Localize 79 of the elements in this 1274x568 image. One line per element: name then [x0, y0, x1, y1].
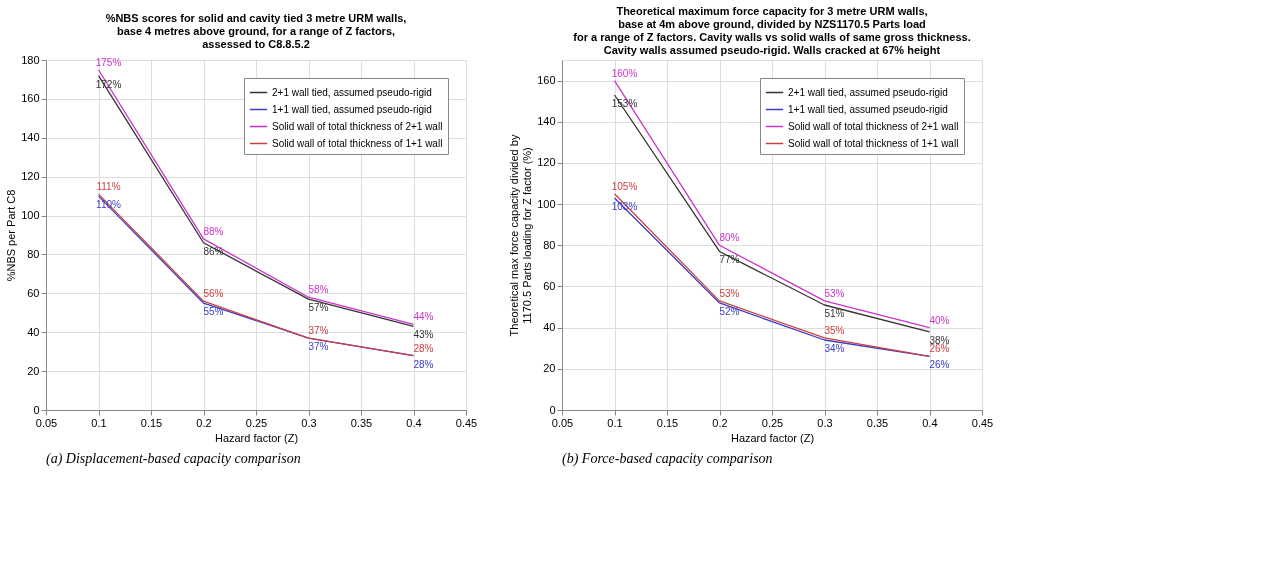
data-label: 28% [413, 358, 434, 370]
legend-label: Solid wall of total thickness of 2+1 wall [788, 120, 959, 132]
y-tick-label: 100 [537, 197, 556, 210]
y-tick-label: 160 [537, 74, 556, 87]
y-tick-label: 140 [21, 131, 40, 144]
data-label: 37% [308, 341, 329, 353]
y-tick-label: 80 [543, 238, 556, 251]
y-tick-label: 0 [33, 403, 40, 416]
y-tick-label: 120 [21, 170, 40, 183]
data-label: 105% [611, 180, 638, 192]
legend-label: Solid wall of total thickness of 2+1 wall [272, 120, 443, 132]
data-label: 35% [824, 324, 845, 336]
y-tick-label: 80 [27, 247, 40, 260]
x-tick-label: 0.4 [922, 416, 938, 429]
data-label: 111% [96, 181, 121, 193]
y-tick-label: 120 [537, 156, 556, 169]
text: (b) Force-based capacity comparison [562, 451, 773, 467]
y-tick-label: 60 [543, 279, 556, 292]
x-tick-label: 0.3 [817, 416, 833, 429]
x-tick-label: 0.4 [406, 416, 422, 429]
y-tick-label: 160 [21, 92, 40, 105]
x-tick-label: 0.35 [350, 416, 373, 429]
data-label: 175% [95, 56, 122, 68]
data-label: 37% [308, 325, 329, 337]
data-label: 80% [719, 232, 740, 244]
data-label: 38% [929, 334, 950, 346]
x-tick-label: 0.1 [91, 416, 107, 429]
data-label: 56% [203, 288, 224, 300]
data-label: 26% [929, 359, 950, 371]
data-label: 53% [824, 287, 845, 299]
legend-label: 1+1 wall tied, assumed pseudo-rigid [272, 103, 432, 115]
y-tick-label: 60 [27, 286, 40, 299]
legend-label: 1+1 wall tied, assumed pseudo-rigid [788, 103, 948, 115]
x-axis-title: Hazard factor (Z) [214, 431, 299, 444]
x-tick-label: 0.2 [712, 416, 728, 429]
data-label: 44% [413, 311, 434, 323]
data-label: 55% [203, 306, 224, 318]
data-label: 160% [611, 67, 638, 79]
y-axis-title: %NBS per Part C8 [5, 189, 18, 282]
legend-label: Solid wall of total thickness of 1+1 wall [272, 137, 443, 149]
legend-label: Solid wall of total thickness of 1+1 wall [788, 137, 959, 149]
x-tick-label: 0.45 [971, 416, 994, 429]
y-tick-label: 0 [549, 403, 556, 416]
data-label: 51% [824, 308, 845, 319]
x-tick-label: 0.45 [455, 416, 478, 429]
chart-title: Theoretical maximum force capacity for 3 metre URM walls, base at 4m above ground, divided by NZS1170.5 Parts load for a range of Z factors. Cavity walls vs solid walls of same gross thickness. Cavity walls assumed pseudo-rigid. Walls cracked at 67% height [573, 5, 971, 56]
data-label: 58% [308, 284, 329, 296]
y-tick-label: 140 [537, 115, 556, 128]
x-tick-label: 0.35 [866, 416, 889, 429]
y-tick-label: 180 [21, 53, 40, 66]
data-label: 57% [308, 302, 329, 314]
x-tick-label: 0.15 [140, 416, 163, 429]
chart-title: %NBS scores for solid and cavity tied 3 metre URM walls, base 4 metres above ground, for a range of Z factors, assessed to C8.8.5.2 [105, 12, 407, 50]
data-label: 43% [413, 329, 434, 341]
data-label: 88% [203, 225, 224, 237]
data-label: 28% [413, 342, 434, 354]
y-tick-label: 40 [27, 325, 40, 338]
data-label: 53% [719, 287, 740, 299]
legend-label: 2+1 wall tied, assumed pseudo-rigid [272, 86, 432, 98]
legend-label: 2+1 wall tied, assumed pseudo-rigid [788, 86, 948, 98]
y-tick-label: 20 [27, 364, 40, 377]
x-tick-label: 0.15 [656, 416, 679, 429]
y-tick-label: 20 [543, 362, 556, 375]
y-tick-label: 100 [21, 209, 40, 222]
y-axis-title: Theoretical max force capacity divided by 1170.5 Parts loading for Z factor (%) [508, 134, 534, 337]
text: (a) Displacement-based capacity comparison [46, 451, 301, 467]
y-tick-label: 40 [543, 321, 556, 334]
x-tick-label: 0.05 [35, 416, 58, 429]
x-tick-label: 0.25 [245, 416, 268, 429]
x-tick-label: 0.1 [607, 416, 623, 429]
data-label: 40% [929, 314, 950, 326]
x-axis-title: Hazard factor (Z) [730, 431, 815, 444]
data-label: 52% [719, 305, 740, 317]
data-label: 26% [929, 343, 950, 355]
data-label: 34% [824, 343, 845, 354]
x-tick-label: 0.2 [196, 416, 212, 429]
x-tick-label: 0.3 [301, 416, 317, 429]
x-tick-label: 0.25 [761, 416, 784, 429]
x-tick-label: 0.05 [551, 416, 574, 429]
